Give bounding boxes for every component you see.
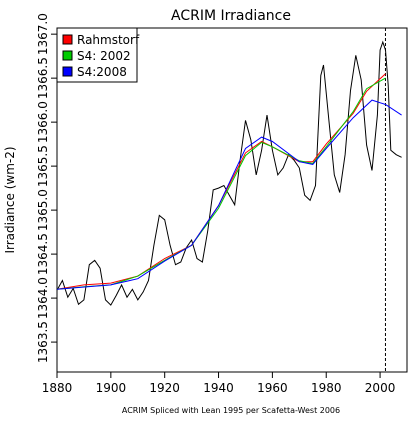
- caption: ACRIM Spliced with Lean 1995 per Scafett…: [122, 406, 340, 415]
- y-tick-label: 1367.0: [36, 13, 50, 55]
- legend-swatch: [62, 34, 73, 45]
- x-tick-label: 1900: [96, 381, 127, 395]
- y-tick-label: 1365.5: [36, 145, 50, 187]
- x-tick-label: 2000: [365, 381, 396, 395]
- series-line: [56, 77, 386, 290]
- legend-label: S4:2008: [77, 65, 127, 79]
- x-tick-label: 1940: [203, 381, 234, 395]
- legend-label: Rahmstorf: [77, 33, 140, 47]
- x-tick-label: 1920: [149, 381, 180, 395]
- y-tick-label: 1363.5: [36, 321, 50, 363]
- legend-swatch: [62, 66, 73, 77]
- plot-frame: [56, 27, 408, 373]
- y-tick-label: 1366.5: [36, 57, 50, 99]
- x-tick-label: 1980: [311, 381, 342, 395]
- x-tick-label: 1880: [42, 381, 73, 395]
- legend-label: S4: 2002: [77, 49, 131, 63]
- y-tick-label: 1365.0: [36, 189, 50, 231]
- y-tick-label: 1366.0: [36, 101, 50, 143]
- raw-line: [56, 40, 402, 306]
- x-tick-label: 1960: [257, 381, 288, 395]
- legend-swatch: [62, 50, 73, 61]
- y-tick-label: 1364.5: [36, 233, 50, 275]
- chart-title: ACRIM Irradiance: [171, 8, 291, 24]
- y-axis-label: Irradiance (wm-2): [3, 146, 17, 253]
- series-line: [56, 99, 402, 290]
- y-tick-label: 1364.0: [36, 277, 50, 319]
